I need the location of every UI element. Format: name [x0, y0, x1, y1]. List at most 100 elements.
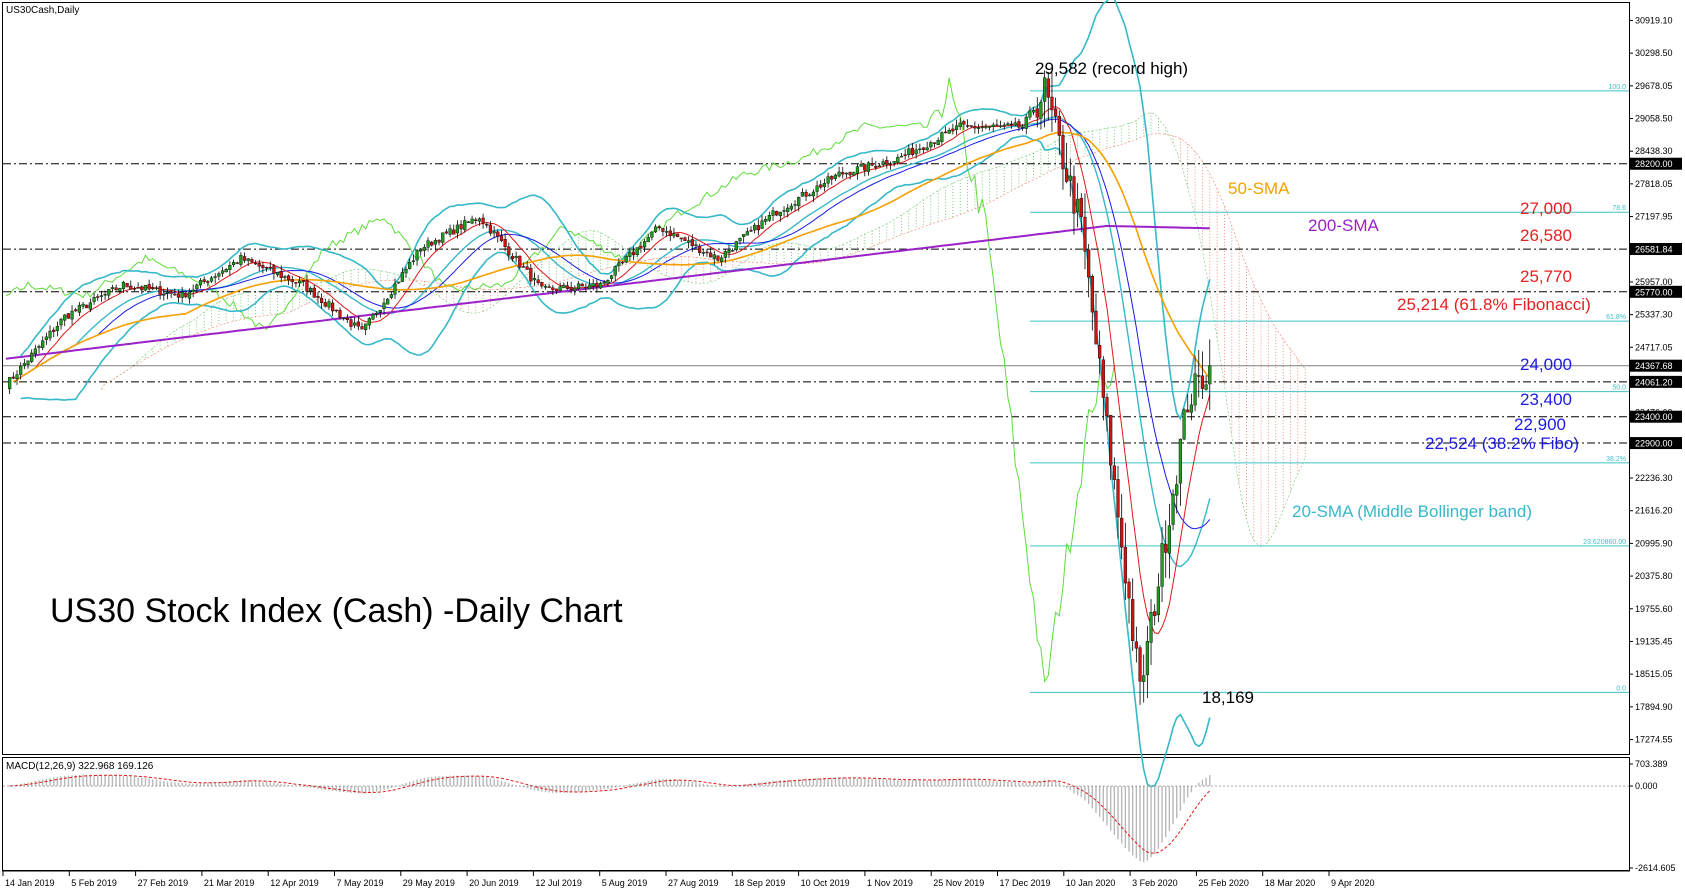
- candle-body: [543, 285, 548, 288]
- candle-body: [180, 291, 184, 298]
- candle-body: [676, 233, 680, 237]
- candle-body: [1109, 415, 1113, 466]
- candle-body: [789, 205, 793, 210]
- candle-body: [822, 183, 827, 187]
- price-tick-label: 20995.90: [1635, 538, 1673, 548]
- candle-body: [903, 154, 907, 156]
- candle-body: [639, 245, 643, 249]
- candle-body: [760, 220, 764, 229]
- candle-body: [140, 286, 144, 291]
- candle-body: [628, 252, 632, 257]
- candle-body: [1182, 409, 1186, 440]
- candle-body: [257, 263, 261, 267]
- candle-body: [279, 271, 283, 278]
- date-tick-label: 18 Mar 2020: [1265, 878, 1316, 888]
- candle-body: [173, 293, 177, 296]
- candle-body: [452, 229, 456, 235]
- candle-body: [797, 197, 801, 207]
- candle-body: [1002, 124, 1006, 127]
- candle-body: [1050, 96, 1054, 111]
- macd-tick-label: -2614.605: [1635, 863, 1676, 873]
- candle-body: [844, 172, 849, 175]
- candle-body: [532, 278, 537, 281]
- fibo-label: 0.0: [1616, 685, 1626, 692]
- candle-body: [455, 224, 460, 234]
- candle-body: [720, 257, 724, 263]
- candle-body: [275, 272, 280, 276]
- candle-body: [66, 313, 70, 319]
- candle-body: [778, 211, 782, 217]
- annotation-record-high: 29,582 (record high): [1035, 59, 1188, 78]
- date-tick-label: 5 Aug 2019: [602, 878, 648, 888]
- candle-body: [576, 283, 581, 289]
- candle-body: [1090, 276, 1094, 313]
- candle-body: [573, 287, 577, 292]
- candle-body: [477, 218, 482, 222]
- candle-body: [1087, 249, 1091, 278]
- candle-body: [694, 244, 698, 246]
- candle-body: [1127, 581, 1131, 599]
- candle-body: [1142, 675, 1146, 682]
- candle-body: [349, 319, 353, 327]
- candle-body: [536, 279, 540, 284]
- candle-body: [1193, 373, 1197, 406]
- candle-body: [242, 256, 247, 261]
- candle-body: [749, 229, 753, 232]
- candle-body: [1057, 115, 1061, 136]
- price-tick-label: 25337.30: [1635, 310, 1673, 320]
- candle-body: [169, 291, 173, 294]
- macd-signal: [9, 774, 1211, 854]
- candle-body: [1171, 493, 1175, 525]
- candle-body: [1098, 345, 1102, 359]
- price-tag-label: 26581.84: [1635, 245, 1673, 255]
- candle-body: [327, 301, 331, 308]
- price-tag-label: 22900.00: [1635, 439, 1673, 449]
- candle-body: [345, 317, 349, 320]
- candle-body: [1145, 641, 1149, 676]
- candle-body: [584, 286, 588, 289]
- price-tag: [1630, 410, 1682, 423]
- candle-body: [943, 131, 948, 134]
- date-tick-label: 9 Apr 2020: [1331, 878, 1375, 888]
- candle-body: [338, 309, 342, 318]
- sma-50: [12, 131, 1211, 383]
- date-tick-label: 12 Apr 2019: [270, 878, 319, 888]
- annotation-27000: 27,000: [1520, 199, 1572, 218]
- candle-body: [1160, 543, 1164, 587]
- candle-body: [620, 261, 625, 264]
- candle-body: [617, 262, 621, 267]
- candle-body: [426, 240, 430, 248]
- candle-body: [1083, 216, 1087, 252]
- date-tick-label: 25 Feb 2020: [1198, 878, 1249, 888]
- candle-body: [580, 283, 584, 287]
- candle-body: [15, 374, 19, 380]
- candle-body: [30, 352, 34, 362]
- bollinger-lower: [20, 135, 1211, 788]
- candle-body: [283, 276, 287, 278]
- candle-body: [995, 124, 999, 127]
- candle-body: [866, 162, 871, 172]
- price-tick-label: 29058.50: [1635, 113, 1673, 123]
- annotation-20-sma: 20-SMA (Middle Bollinger band): [1292, 502, 1532, 521]
- candle-body: [1068, 175, 1072, 181]
- candle-body: [298, 280, 302, 283]
- price-tick-label: 17274.55: [1635, 735, 1673, 745]
- candle-body: [1013, 122, 1017, 126]
- price-tick-label: 21616.20: [1635, 506, 1673, 516]
- candle-body: [687, 240, 691, 243]
- candle-body: [859, 164, 863, 167]
- candle-body: [624, 256, 628, 263]
- candle-body: [103, 293, 107, 296]
- price-tick-label: 29678.05: [1635, 81, 1673, 91]
- candle-body: [1017, 121, 1021, 128]
- candle-body: [176, 293, 181, 298]
- candle-body: [1153, 611, 1157, 617]
- candle-body: [162, 293, 166, 296]
- candle-body: [764, 219, 768, 222]
- candle-body: [217, 273, 221, 277]
- candle-body: [896, 157, 900, 164]
- candle-body: [841, 172, 845, 175]
- price-tag-label: 28200.00: [1635, 159, 1673, 169]
